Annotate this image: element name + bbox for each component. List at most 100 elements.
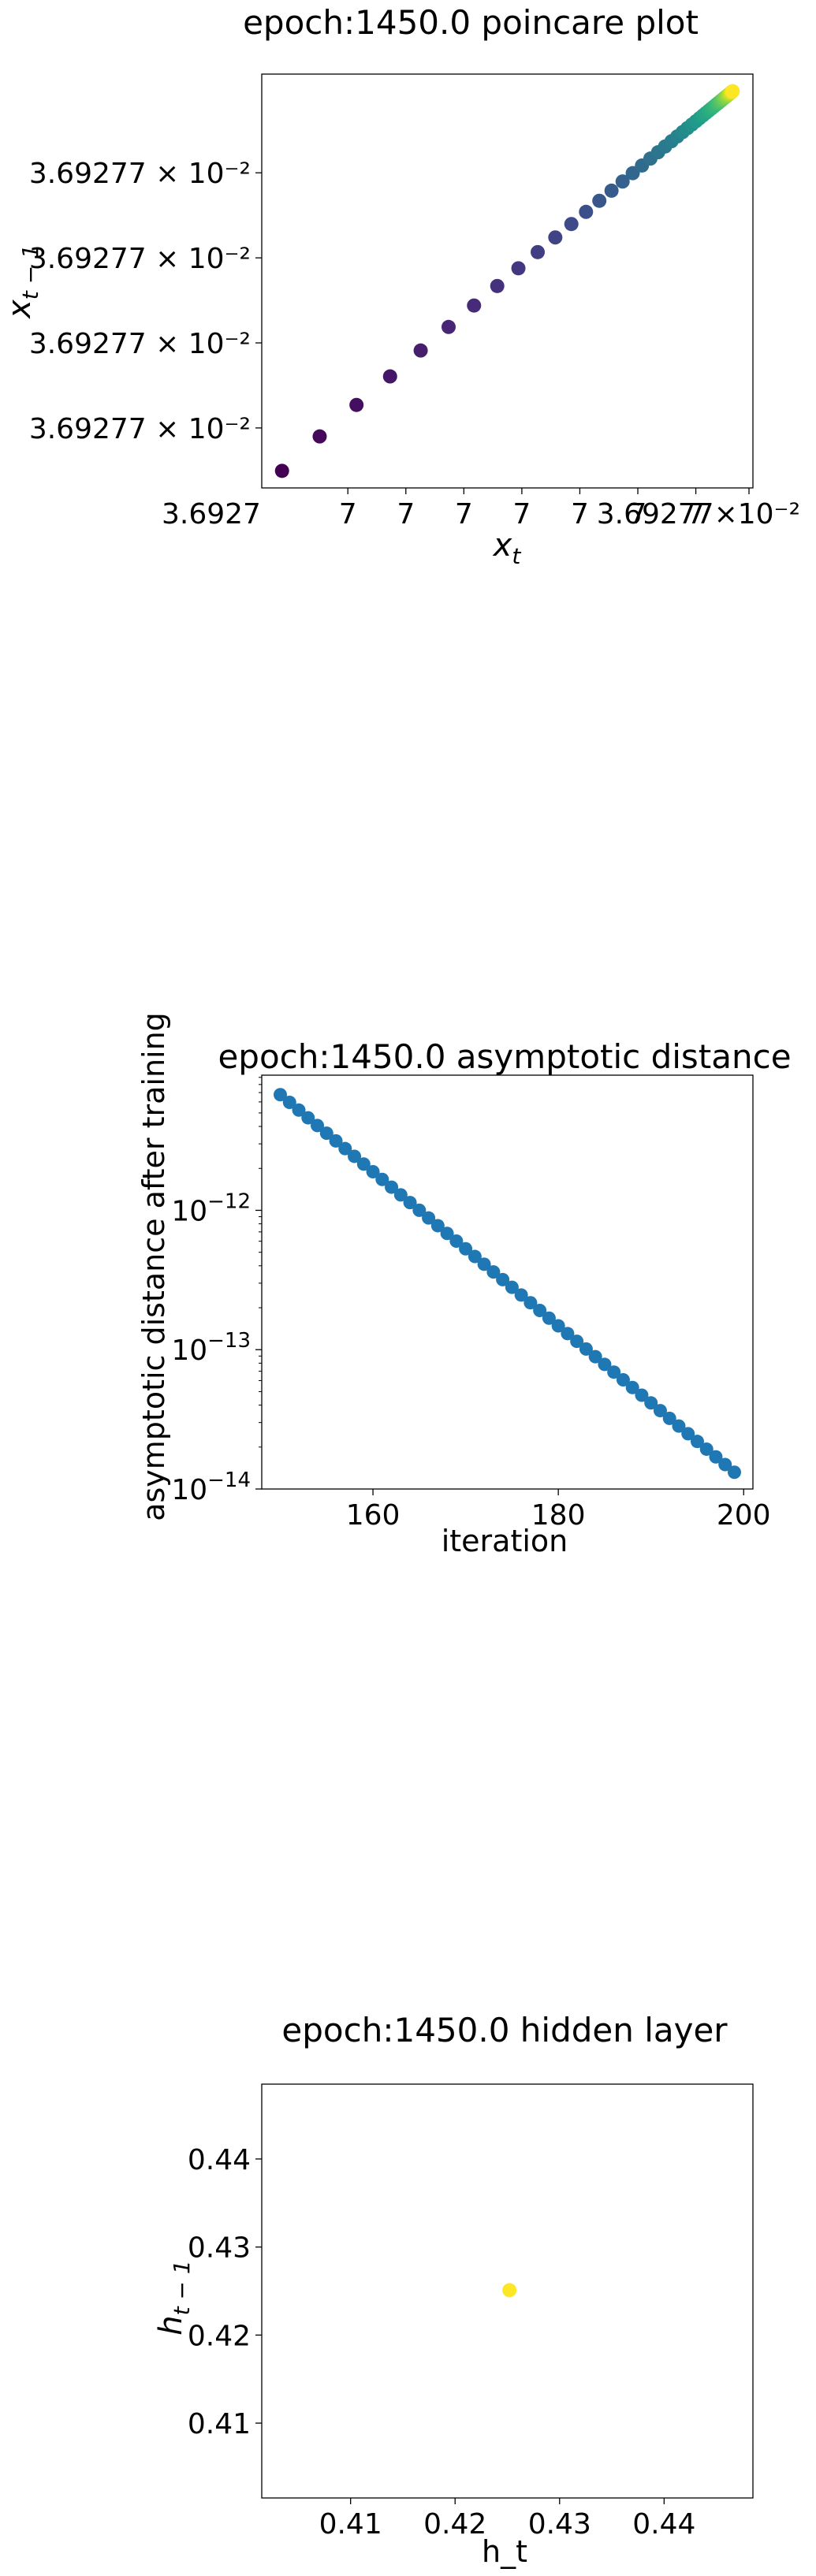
y-tick-label: 10−12 — [171, 1189, 251, 1227]
distance-point — [468, 1249, 482, 1264]
x-tick-label: 0.42 — [423, 2508, 486, 2541]
poincare-point — [467, 298, 482, 313]
distance-point — [709, 1450, 723, 1464]
y-tick-label: 3.69277 × 10⁻² — [29, 328, 251, 360]
asymptotic-x-label: iteration — [442, 1524, 568, 1558]
x-tick-label: 7 — [455, 498, 473, 530]
poincare-y-ticks: 3.69277 × 10⁻² 3.69277 × 10⁻² 3.69277 × 10… — [29, 158, 262, 445]
poincare-point — [548, 230, 563, 245]
x-tick-label: 3.6927 — [162, 498, 261, 530]
asymptotic-x-ticks: 160 180 200 — [346, 1489, 771, 1532]
distance-point — [579, 1342, 593, 1356]
hidden-layer-title: epoch:1450.0 hidden layer — [281, 2011, 728, 2049]
x-tick-label: 0.41 — [319, 2508, 382, 2541]
y-tick-label: 0.43 — [188, 2232, 251, 2265]
x-tick-label: 7 — [687, 498, 705, 530]
distance-point — [625, 1380, 639, 1394]
hidden-layer-points — [502, 2283, 517, 2298]
y-tick-label: 0.41 — [188, 2408, 251, 2440]
distance-point — [598, 1357, 612, 1372]
y-tick-label: 0.44 — [188, 2144, 251, 2176]
distance-point — [505, 1280, 519, 1294]
poincare-point — [604, 183, 619, 198]
distance-point — [301, 1111, 315, 1125]
distance-point — [430, 1219, 445, 1233]
distance-point — [375, 1172, 389, 1186]
distance-point — [274, 1088, 288, 1102]
poincare-point — [413, 343, 428, 358]
poincare-x-label: xt — [492, 527, 522, 569]
y-tick-label: 3.69277 × 10⁻² — [29, 413, 251, 445]
distance-point — [393, 1188, 408, 1202]
poincare-point — [579, 204, 594, 219]
y-tick-label: 0.42 — [188, 2320, 251, 2352]
y-tick-label: 10−13 — [171, 1329, 251, 1367]
distance-point — [561, 1327, 575, 1341]
asymptotic-chart: epoch:1450.0 asymptotic distance 10−1410… — [136, 1012, 792, 1558]
x-tick-label: 7 — [339, 498, 357, 530]
distance-point — [319, 1126, 333, 1141]
poincare-point — [490, 278, 505, 293]
hidden-layer-y-label: ht − 1 — [153, 2260, 195, 2335]
poincare-chart: epoch:1450.0 poincare plot 3.69277 × 10⁻… — [2, 3, 800, 569]
poincare-x-ticks: 3.6927 7 7 7 7 7 7 73.69277×10⁻² — [162, 488, 800, 530]
asymptotic-title: epoch:1450.0 asymptotic distance — [218, 1037, 791, 1076]
poincare-point — [349, 397, 364, 412]
distance-point — [292, 1103, 306, 1117]
distance-point — [699, 1442, 714, 1456]
poincare-y-label: xt − 1 — [2, 244, 43, 320]
x-tick-label: 180 — [531, 1499, 586, 1532]
poincare-point — [382, 369, 397, 384]
distance-point — [662, 1411, 676, 1425]
distance-point — [329, 1134, 343, 1148]
distance-point — [653, 1404, 667, 1418]
x-tick-label: 7 — [512, 498, 531, 530]
poincare-point — [274, 463, 289, 478]
poincare-point — [615, 174, 630, 189]
distance-point — [672, 1419, 686, 1433]
distance-point — [514, 1288, 528, 1302]
poincare-point — [531, 244, 546, 259]
distance-point — [681, 1427, 695, 1441]
poincare-point — [441, 319, 456, 334]
distance-point — [422, 1211, 436, 1225]
asymptotic-y-ticks: 10−14 10−13 10−12 — [171, 1077, 262, 1506]
poincare-point — [592, 193, 607, 208]
distance-point — [311, 1119, 325, 1133]
distance-point — [385, 1180, 399, 1194]
distance-point — [524, 1296, 538, 1310]
distance-point — [486, 1265, 501, 1279]
asymptotic-points — [274, 1088, 741, 1480]
y-tick-label: 10−14 — [171, 1469, 251, 1506]
distance-point — [459, 1241, 473, 1256]
distance-point — [533, 1303, 547, 1317]
asymptotic-y-label: asymptotic distance after training — [136, 1012, 171, 1521]
x-tick-label: 0.44 — [632, 2508, 695, 2541]
distance-point — [403, 1196, 417, 1210]
hidden-layer-x-ticks: 0.41 0.42 0.43 0.44 — [319, 2498, 695, 2541]
y-tick-label: 3.69277 × 10⁻² — [29, 243, 251, 275]
distance-point — [570, 1335, 584, 1349]
x-tick-label: 0.43 — [528, 2508, 591, 2541]
distance-point — [588, 1349, 602, 1364]
poincare-point — [725, 84, 740, 99]
distance-point — [440, 1227, 454, 1241]
x-tick-label: 7 — [397, 498, 415, 530]
distance-point — [635, 1388, 649, 1402]
distance-point — [542, 1311, 556, 1325]
distance-point — [607, 1365, 621, 1379]
distance-point — [449, 1234, 464, 1248]
distance-point — [616, 1372, 630, 1387]
hidden-layer-chart: epoch:1450.0 hidden layer 0.410.420.430.… — [153, 2011, 754, 2569]
distance-point — [356, 1157, 371, 1171]
poincare-point — [312, 429, 327, 444]
distance-point — [348, 1149, 362, 1163]
distance-point — [338, 1141, 352, 1156]
distance-point — [366, 1165, 380, 1179]
hidden-layer-x-label: h_t — [482, 2534, 527, 2569]
distance-point — [644, 1396, 658, 1410]
x-tick-label: 160 — [346, 1499, 401, 1532]
hidden-layer-point — [502, 2283, 517, 2298]
distance-point — [551, 1319, 565, 1333]
